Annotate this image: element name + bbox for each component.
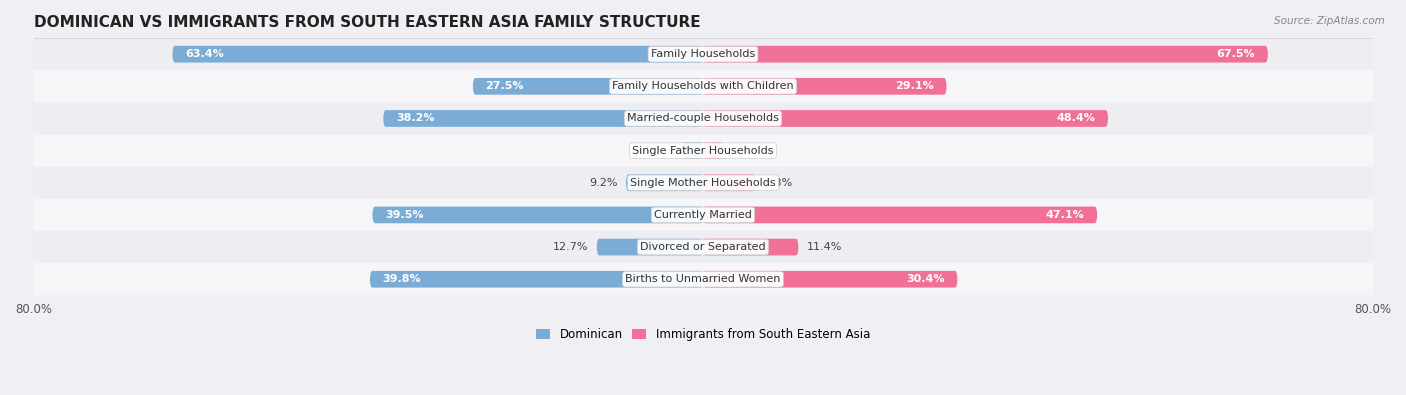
Text: Single Mother Households: Single Mother Households [630, 178, 776, 188]
Text: 11.4%: 11.4% [807, 242, 842, 252]
Text: Births to Unmarried Women: Births to Unmarried Women [626, 274, 780, 284]
FancyBboxPatch shape [703, 110, 1108, 127]
Bar [34, 167, 1372, 199]
Text: 29.1%: 29.1% [896, 81, 934, 91]
Bar [34, 263, 1372, 295]
FancyBboxPatch shape [596, 239, 703, 256]
Text: 63.4%: 63.4% [186, 49, 224, 59]
Bar [34, 38, 1372, 70]
Text: 6.3%: 6.3% [763, 178, 793, 188]
Bar [34, 135, 1372, 167]
Text: Source: ZipAtlas.com: Source: ZipAtlas.com [1274, 16, 1385, 26]
Text: 48.4%: 48.4% [1057, 113, 1095, 124]
Bar [34, 70, 1372, 102]
FancyBboxPatch shape [703, 142, 723, 159]
Text: 39.5%: 39.5% [385, 210, 423, 220]
Text: 12.7%: 12.7% [553, 242, 588, 252]
Text: 9.2%: 9.2% [589, 178, 617, 188]
Text: 39.8%: 39.8% [382, 274, 422, 284]
FancyBboxPatch shape [703, 78, 946, 95]
Text: 30.4%: 30.4% [907, 274, 945, 284]
FancyBboxPatch shape [626, 175, 703, 191]
FancyBboxPatch shape [373, 207, 703, 223]
Bar [34, 199, 1372, 231]
FancyBboxPatch shape [703, 175, 755, 191]
Bar [34, 231, 1372, 263]
FancyBboxPatch shape [370, 271, 703, 288]
FancyBboxPatch shape [173, 46, 703, 62]
Text: DOMINICAN VS IMMIGRANTS FROM SOUTH EASTERN ASIA FAMILY STRUCTURE: DOMINICAN VS IMMIGRANTS FROM SOUTH EASTE… [34, 15, 700, 30]
Text: 47.1%: 47.1% [1046, 210, 1084, 220]
Text: 2.4%: 2.4% [731, 146, 761, 156]
Text: 27.5%: 27.5% [485, 81, 524, 91]
Text: Family Households with Children: Family Households with Children [612, 81, 794, 91]
Text: 2.5%: 2.5% [645, 146, 673, 156]
FancyBboxPatch shape [703, 46, 1268, 62]
Bar [34, 102, 1372, 135]
FancyBboxPatch shape [472, 78, 703, 95]
FancyBboxPatch shape [703, 207, 1097, 223]
Text: 67.5%: 67.5% [1216, 49, 1256, 59]
Text: Currently Married: Currently Married [654, 210, 752, 220]
Text: Divorced or Separated: Divorced or Separated [640, 242, 766, 252]
Text: Family Households: Family Households [651, 49, 755, 59]
Text: 38.2%: 38.2% [396, 113, 434, 124]
Text: Single Father Households: Single Father Households [633, 146, 773, 156]
FancyBboxPatch shape [703, 271, 957, 288]
Text: Married-couple Households: Married-couple Households [627, 113, 779, 124]
FancyBboxPatch shape [682, 142, 703, 159]
FancyBboxPatch shape [384, 110, 703, 127]
Legend: Dominican, Immigrants from South Eastern Asia: Dominican, Immigrants from South Eastern… [531, 324, 875, 346]
FancyBboxPatch shape [703, 239, 799, 256]
